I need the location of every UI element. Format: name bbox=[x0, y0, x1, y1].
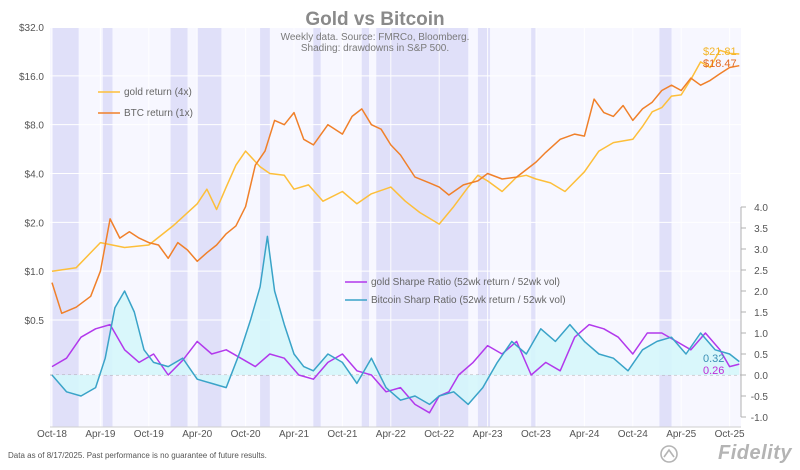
right-tick-label-3: 2.5 bbox=[754, 266, 768, 277]
drawdown-band-3 bbox=[197, 28, 222, 427]
fidelity-logo: Fidelity bbox=[717, 442, 792, 464]
end-label-0: $21.81 bbox=[703, 46, 737, 58]
drawdown-band-5 bbox=[313, 28, 321, 427]
gold-sharpe-line bbox=[51, 323, 740, 414]
drawdown-band-8 bbox=[477, 28, 491, 427]
right-tick-label-10: -1.0 bbox=[751, 413, 769, 424]
legend-label-1: BTC return (1x) bbox=[124, 108, 193, 119]
right-tick-label-7: 0.5 bbox=[754, 350, 768, 361]
axes: Oct-18 Apr-19 Oct-19 Apr-20 Oct-20 Apr-21 Oct-… bbox=[19, 23, 768, 440]
x-tick-label-6: Oct-21 bbox=[327, 429, 357, 440]
x-tick-label-9: Apr-23 bbox=[473, 429, 503, 440]
gold-return-line bbox=[51, 49, 740, 272]
x-tick-label-0: Oct-18 bbox=[37, 429, 67, 440]
right-tick-label-6: 1.0 bbox=[754, 329, 768, 340]
end-labels: $21.81$18.47 0.320.26 bbox=[703, 46, 737, 377]
drawdown-shading bbox=[50, 28, 741, 427]
right-tick-label-1: 3.5 bbox=[754, 224, 768, 235]
bitcoin-sharpe-line bbox=[51, 235, 740, 406]
drawdown-band-2 bbox=[170, 28, 188, 427]
right-tick-label-0: 4.0 bbox=[754, 203, 768, 214]
right-tick-label-4: 2.0 bbox=[754, 287, 768, 298]
gold-vs-bitcoin-chart: Oct-18 Apr-19 Oct-19 Apr-20 Oct-20 Apr-21 Oct-… bbox=[19, 9, 768, 440]
chart-subtitle-line-1: Weekly data. Source: FMRCo, Bloomberg. bbox=[281, 32, 470, 43]
drawdown-band-9 bbox=[531, 28, 536, 427]
x-tick-label-4: Oct-20 bbox=[231, 429, 261, 440]
x-tick-label-10: Oct-23 bbox=[521, 429, 551, 440]
footer-disclaimer: Data as of 8/17/2025. Past performance i… bbox=[8, 451, 267, 460]
left-tick-label-3: $4.0 bbox=[25, 170, 45, 181]
legend-label-2: gold Sharpe Ratio (52wk return / 52wk vo… bbox=[371, 277, 560, 288]
right-tick-label-8: 0.0 bbox=[754, 371, 768, 382]
x-tick-label-8: Oct-22 bbox=[424, 429, 454, 440]
drawdown-band-4 bbox=[260, 28, 270, 427]
legend-label-3: Bitcoin Sharp Ratio (52wk return / 52wk … bbox=[371, 295, 566, 306]
right-tick-label-5: 1.5 bbox=[754, 308, 768, 319]
series bbox=[51, 49, 740, 414]
x-tick-label-13: Apr-25 bbox=[666, 429, 696, 440]
left-tick-label-1: $16.0 bbox=[19, 72, 44, 83]
btc-return-line bbox=[51, 64, 740, 315]
left-tick-label-4: $2.0 bbox=[25, 218, 45, 229]
fidelity-logo-icon bbox=[660, 445, 678, 463]
drawdown-band-1 bbox=[102, 28, 113, 427]
drawdown-band-0 bbox=[52, 28, 79, 427]
x-tick-label-2: Oct-19 bbox=[134, 429, 164, 440]
left-tick-label-5: $1.0 bbox=[25, 267, 45, 278]
right-tick-label-2: 3.0 bbox=[754, 245, 768, 256]
right-tick-label-9: -0.5 bbox=[751, 392, 769, 403]
x-tick-label-11: Apr-24 bbox=[569, 429, 599, 440]
legend: gold return (4x) BTC return (1x) gold Shar… bbox=[98, 87, 566, 306]
x-tick-label-1: Apr-19 bbox=[85, 429, 115, 440]
chart-subtitle-line-2: Shading: drawdowns in S&P 500. bbox=[301, 43, 449, 54]
x-tick-label-12: Oct-24 bbox=[618, 429, 648, 440]
drawdown-band-6 bbox=[361, 28, 370, 427]
x-tick-label-14: Oct-25 bbox=[715, 429, 745, 440]
end-label-2: 0.32 bbox=[703, 353, 724, 365]
left-tick-label-6: $0.5 bbox=[25, 316, 45, 327]
x-tick-label-7: Apr-22 bbox=[376, 429, 406, 440]
end-label-1: $18.47 bbox=[703, 58, 737, 70]
x-tick-label-5: Apr-21 bbox=[279, 429, 309, 440]
x-tick-label-3: Apr-20 bbox=[182, 429, 212, 440]
bitcoin-sharpe-area bbox=[52, 236, 740, 405]
legend-label-0: gold return (4x) bbox=[124, 87, 192, 98]
left-tick-label-2: $8.0 bbox=[25, 121, 45, 132]
drawdown-band-7 bbox=[376, 28, 469, 427]
left-tick-label-0: $32.0 bbox=[19, 23, 44, 34]
end-label-3: 0.26 bbox=[703, 365, 724, 377]
drawdown-band-10 bbox=[659, 28, 672, 427]
chart-title: Gold vs Bitcoin bbox=[305, 9, 444, 30]
